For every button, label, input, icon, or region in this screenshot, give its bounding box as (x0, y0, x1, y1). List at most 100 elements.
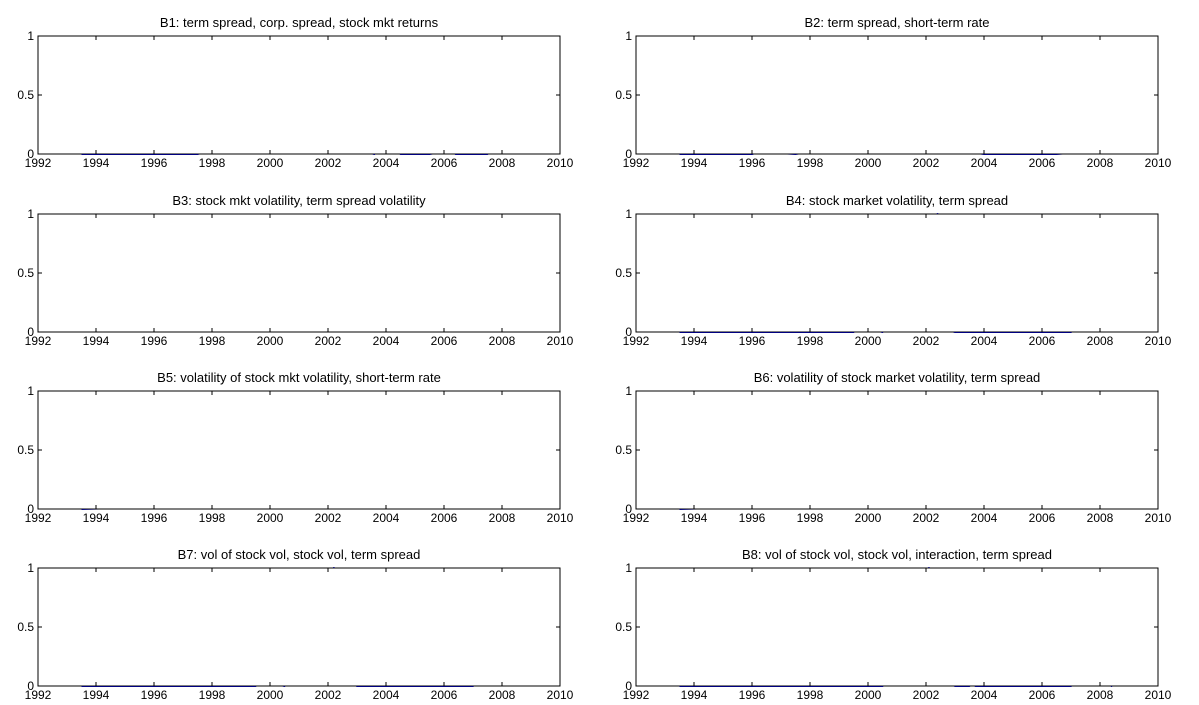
x-tick-label: 2000 (855, 688, 882, 702)
y-tick-label: 1 (625, 561, 632, 575)
x-tick-label: 1998 (199, 511, 226, 525)
x-tick-label: 1992 (25, 511, 52, 525)
x-tick-label: 2002 (315, 511, 342, 525)
x-tick-label: 1992 (623, 511, 650, 525)
panel-b5: 1992 1994 1996 1998 2000 2002 2004 2006 2008 2010… (17, 370, 573, 525)
x-tick-label: 2000 (855, 156, 882, 170)
x-tick-label: 2002 (315, 156, 342, 170)
axes-box (37, 567, 561, 687)
x-tick-label: 1998 (797, 511, 824, 525)
x-tick-label: 1992 (25, 688, 52, 702)
x-tick-label: 1996 (141, 156, 168, 170)
y-tick-label: 0.5 (17, 443, 34, 457)
y-tick-label: 0 (625, 679, 632, 693)
x-tick-label: 2006 (1029, 334, 1056, 348)
x-tick-label: 1992 (25, 156, 52, 170)
panel-b7: 1992 1994 1996 1998 2000 2002 2004 2006 2008 2010… (17, 547, 573, 702)
axes-box (635, 213, 1159, 333)
x-tick-label: 1994 (83, 156, 110, 170)
x-tick-label: 1996 (739, 688, 766, 702)
x-tick-label: 1994 (83, 334, 110, 348)
panel-b1: 1992 1994 1996 1998 2000 2002 2004 2006 2008 2010… (17, 15, 573, 170)
x-tick-label: 2002 (315, 688, 342, 702)
y-tick-label: 0.5 (17, 266, 34, 280)
axes-box (635, 390, 1159, 510)
y-tick-label: 0 (625, 147, 632, 161)
x-tick-label: 1998 (199, 334, 226, 348)
x-tick-label: 2010 (1145, 511, 1172, 525)
panel-title: B3: stock mkt volatility, term spread vo… (172, 193, 426, 208)
x-tick-label: 2002 (913, 688, 940, 702)
x-tick-label: 1994 (83, 511, 110, 525)
y-tick-label: 1 (27, 207, 34, 221)
axes-box (37, 35, 561, 155)
panel-title: B1: term spread, corp. spread, stock mkt… (160, 15, 439, 30)
x-tick-label: 2008 (489, 156, 516, 170)
x-tick-label: 2004 (373, 688, 400, 702)
panel-b4: 1992 1994 1996 1998 2000 2002 2004 2006 2008 2010… (615, 193, 1171, 348)
x-tick-label: 1996 (141, 688, 168, 702)
x-tick-label: 2002 (913, 156, 940, 170)
x-tick-label: 2010 (1145, 334, 1172, 348)
y-tick-label: 0.5 (615, 266, 632, 280)
y-tick-label: 0 (27, 679, 34, 693)
x-tick-label: 1996 (141, 511, 168, 525)
x-tick-label: 1996 (739, 334, 766, 348)
axes-box (635, 567, 1159, 687)
y-tick-label: 0 (27, 147, 34, 161)
x-tick-label: 2008 (489, 334, 516, 348)
y-tick-label: 1 (625, 207, 632, 221)
x-tick-label: 2008 (1087, 156, 1114, 170)
x-tick-label: 1994 (681, 156, 708, 170)
y-tick-label: 0.5 (615, 88, 632, 102)
x-tick-label: 1996 (739, 511, 766, 525)
y-tick-label: 1 (625, 384, 632, 398)
x-tick-label: 1992 (25, 334, 52, 348)
y-tick-label: 0.5 (615, 620, 632, 634)
axes-box (635, 35, 1159, 155)
x-tick-label: 2010 (547, 156, 574, 170)
panel-b2: 1992 1994 1996 1998 2000 2002 2004 2006 2008 2010… (615, 15, 1171, 170)
x-tick-label: 1994 (681, 511, 708, 525)
panel-title: B2: term spread, short-term rate (805, 15, 990, 30)
x-tick-label: 2000 (257, 688, 284, 702)
x-tick-label: 2008 (1087, 688, 1114, 702)
panel-title: B4: stock market volatility, term spread (786, 193, 1008, 208)
panel-b6: 1992 1994 1996 1998 2000 2002 2004 2006 2008 2010… (615, 370, 1171, 525)
x-tick-label: 1998 (797, 688, 824, 702)
x-tick-label: 2008 (489, 688, 516, 702)
x-tick-label: 2010 (1145, 156, 1172, 170)
x-tick-label: 2004 (971, 688, 998, 702)
x-tick-label: 1998 (797, 334, 824, 348)
x-tick-label: 2006 (431, 156, 458, 170)
panel-title: B7: vol of stock vol, stock vol, term sp… (178, 547, 421, 562)
x-tick-label: 2006 (431, 688, 458, 702)
x-tick-label: 2006 (1029, 511, 1056, 525)
y-tick-label: 1 (27, 561, 34, 575)
x-tick-label: 2006 (431, 334, 458, 348)
y-tick-label: 0 (27, 502, 34, 516)
panel-title: B5: volatility of stock mkt volatility, … (157, 370, 441, 385)
y-tick-label: 0 (625, 502, 632, 516)
axes-box (37, 213, 561, 333)
x-tick-label: 2004 (971, 334, 998, 348)
y-tick-label: 0.5 (17, 88, 34, 102)
y-tick-label: 0 (625, 325, 632, 339)
x-tick-label: 2002 (913, 511, 940, 525)
x-tick-label: 2006 (1029, 688, 1056, 702)
x-tick-label: 2010 (1145, 688, 1172, 702)
y-tick-label: 0 (27, 325, 34, 339)
panel-title: B6: volatility of stock market volatilit… (754, 370, 1041, 385)
y-tick-label: 0.5 (17, 620, 34, 634)
x-tick-label: 1992 (623, 334, 650, 348)
y-tick-label: 1 (27, 29, 34, 43)
x-tick-label: 1994 (681, 334, 708, 348)
x-tick-label: 2006 (431, 511, 458, 525)
x-tick-label: 2004 (971, 156, 998, 170)
x-tick-label: 1998 (797, 156, 824, 170)
y-tick-label: 1 (27, 384, 34, 398)
x-tick-label: 2008 (489, 511, 516, 525)
panel-b8: 1992 1994 1996 1998 2000 2002 2004 2006 2008 2010… (615, 547, 1171, 702)
panel-b3: 1992 1994 1996 1998 2000 2002 2004 2006 2008 2010… (17, 193, 573, 348)
x-tick-label: 1992 (623, 156, 650, 170)
